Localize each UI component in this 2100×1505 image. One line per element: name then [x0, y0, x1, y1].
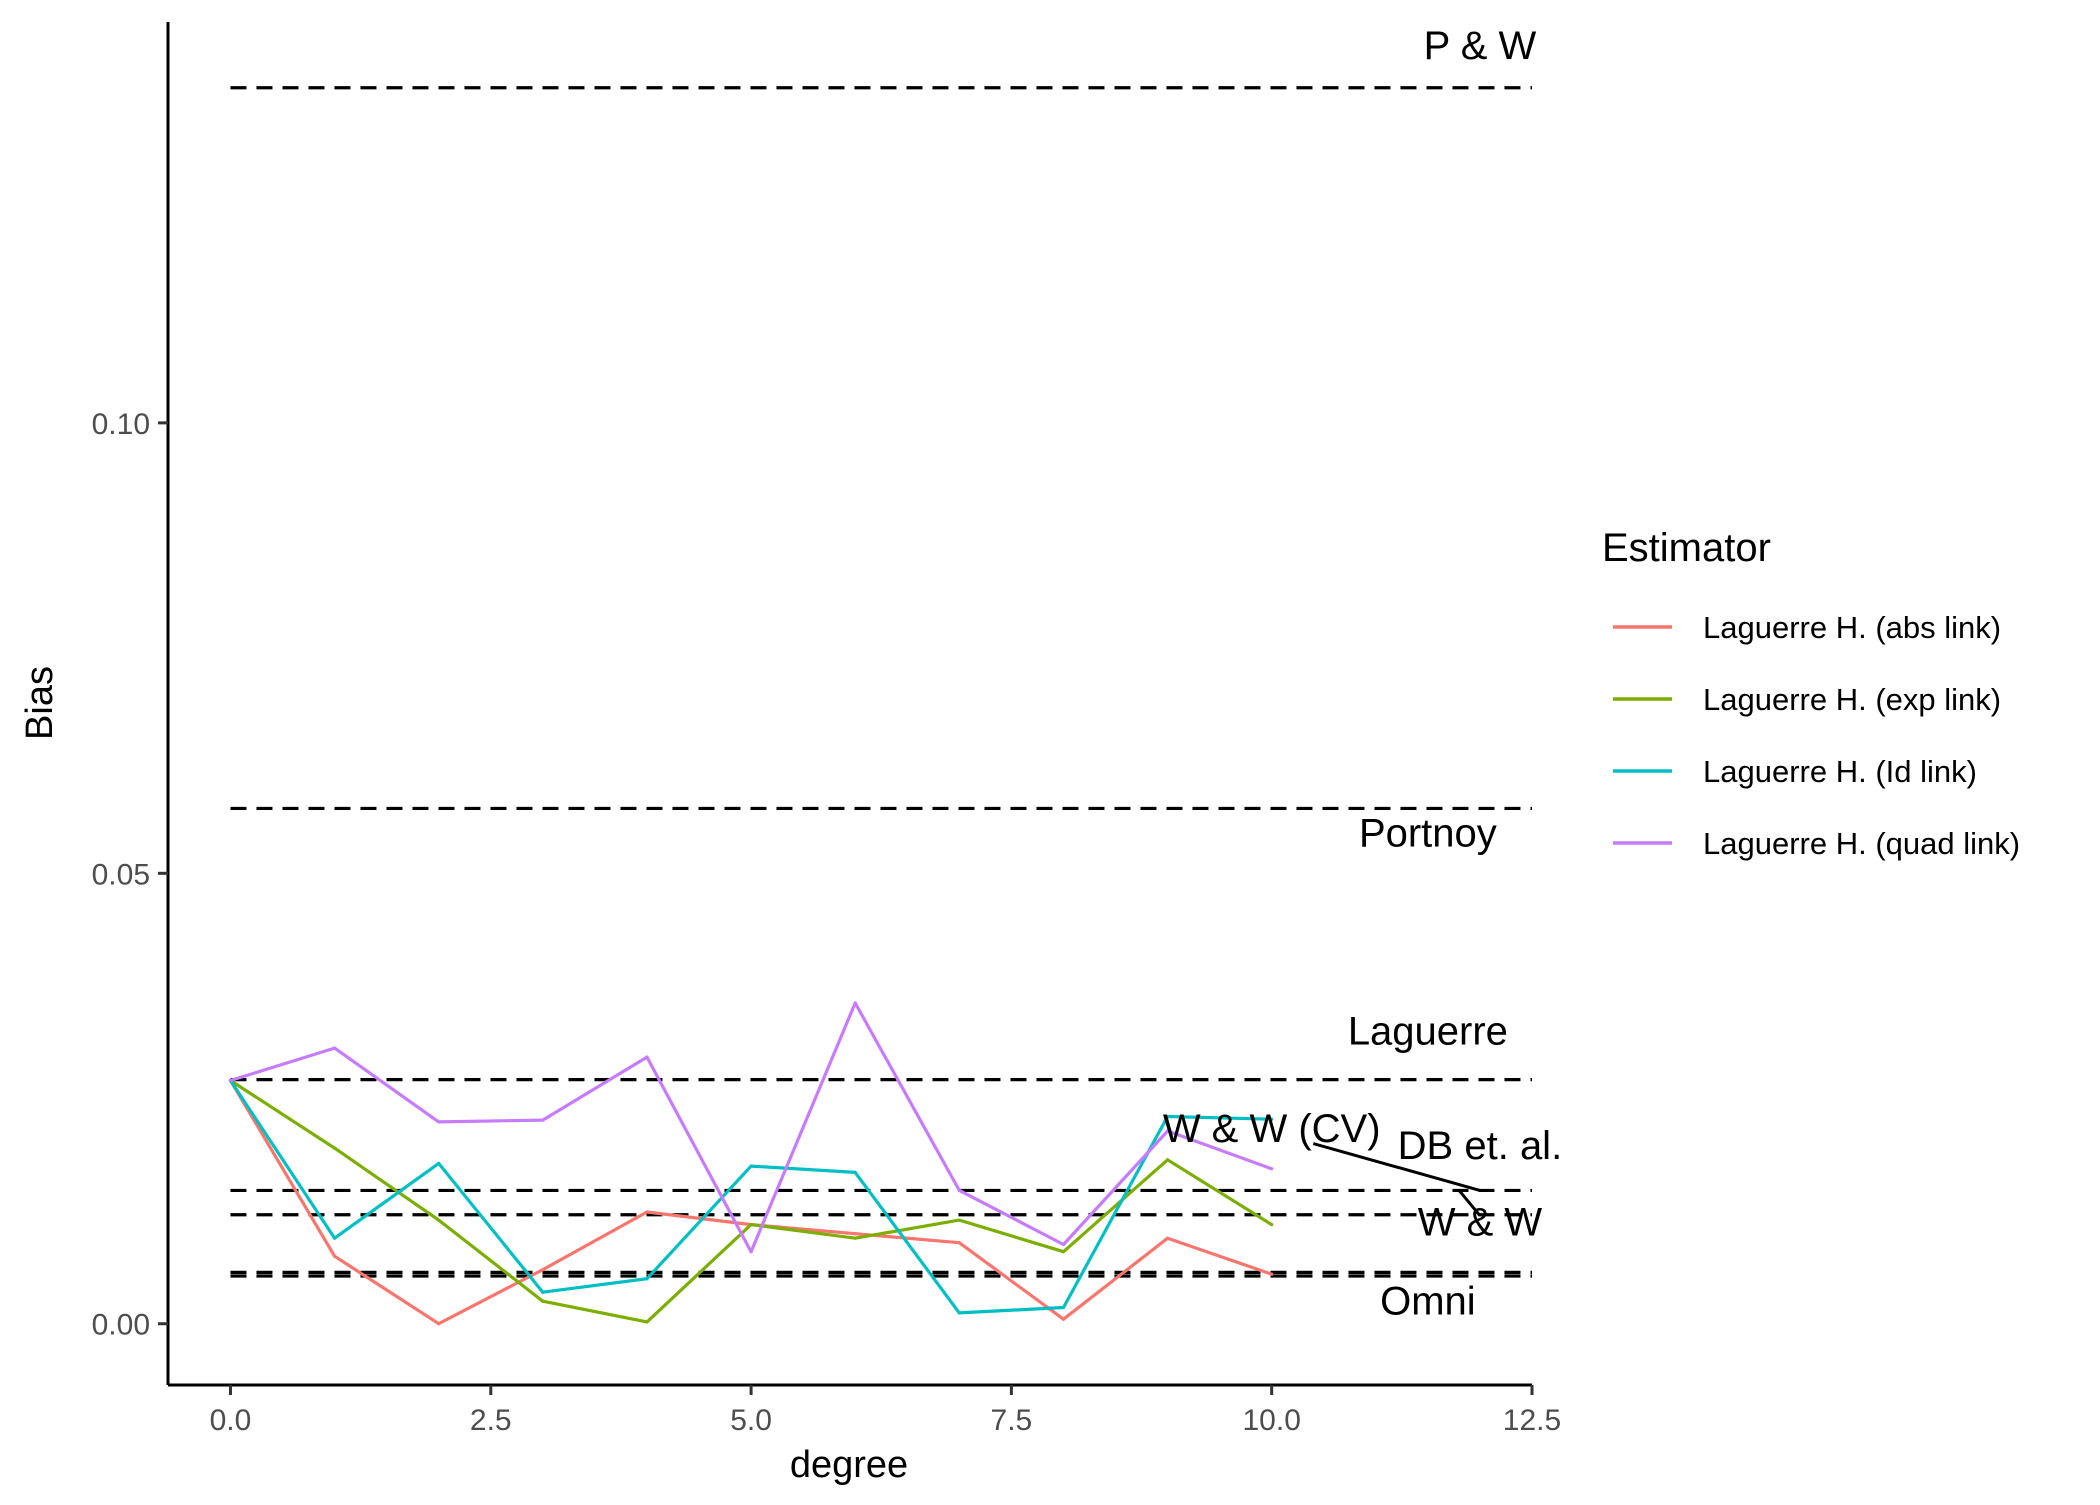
- series-point-laguerre-h-id-link: [853, 1170, 857, 1174]
- series-point-laguerre-h-id-link: [957, 1311, 961, 1315]
- series-point-laguerre-h-exp-link: [853, 1236, 857, 1240]
- label-leaders: [1312, 1142, 1482, 1217]
- y-tick-label: 0.05: [92, 858, 150, 891]
- series-point-laguerre-h-id-link: [437, 1161, 441, 1165]
- series-point-laguerre-h-quad-link: [957, 1188, 961, 1193]
- series-point-laguerre-h-abs-link: [1165, 1236, 1170, 1240]
- y-tick-label: 0.10: [92, 408, 150, 441]
- series-point-laguerre-h-abs-link: [437, 1322, 441, 1326]
- x-axis-ticks: 0.0 2.5 5.0 7.5 10.0 12.5: [210, 1385, 1561, 1437]
- x-axis-title: degree: [790, 1444, 908, 1486]
- reference-label-p-w: P & W: [1424, 24, 1537, 68]
- series-point-laguerre-h-id-link: [1270, 1117, 1274, 1121]
- series-point-laguerre-h-quad-link: [1165, 1129, 1170, 1133]
- x-tick-label: 7.5: [991, 1404, 1033, 1437]
- series-point-laguerre-h-exp-link: [437, 1218, 441, 1222]
- series-point-laguerre-h-abs-link: [853, 1232, 857, 1236]
- series-point-laguerre-h-quad-link: [645, 1055, 649, 1059]
- series-point-laguerre-h-exp-link: [957, 1218, 961, 1222]
- x-tick-label: 0.0: [210, 1404, 252, 1437]
- reference-label-omni: Omni: [1380, 1280, 1476, 1324]
- series-point-laguerre-h-abs-link: [957, 1241, 961, 1245]
- series-point-laguerre-h-exp-link: [1165, 1158, 1170, 1162]
- x-tick-label: 2.5: [470, 1404, 512, 1437]
- legend: Estimator Laguerre H. (abs link)Laguerre…: [1602, 526, 2020, 861]
- series-point-laguerre-h-abs-link: [645, 1210, 649, 1214]
- axes: [166, 22, 1532, 1387]
- x-tick-label: 10.0: [1242, 1404, 1300, 1437]
- series-point-laguerre-h-quad-link: [1061, 1242, 1066, 1247]
- legend-label-laguerre-h-quad-link: Laguerre H. (quad link): [1703, 826, 2020, 861]
- series-point-laguerre-h-abs-link: [1061, 1317, 1066, 1321]
- series-point-laguerre-h-id-link: [1165, 1114, 1170, 1119]
- series-point-laguerre-h-id-link: [332, 1236, 337, 1240]
- series-point-laguerre-h-exp-link: [645, 1320, 649, 1324]
- series-point-laguerre-h-quad-link: [228, 1078, 233, 1083]
- series-point-laguerre-h-id-link: [749, 1164, 753, 1168]
- x-tick-label: 12.5: [1503, 1404, 1561, 1437]
- series-lines: [228, 1001, 1274, 1326]
- series-point-laguerre-h-quad-link: [749, 1250, 753, 1254]
- reference-label-laguerre: Laguerre: [1348, 1009, 1508, 1053]
- series-point-laguerre-h-abs-link: [541, 1268, 545, 1272]
- series-point-laguerre-h-quad-link: [853, 1001, 857, 1005]
- y-axis-ticks: 0.00 0.05 0.10: [92, 408, 168, 1342]
- legend-label-laguerre-h-exp-link: Laguerre H. (exp link): [1703, 682, 2001, 717]
- series-point-laguerre-h-quad-link: [541, 1118, 545, 1122]
- y-tick-label: 0.00: [92, 1309, 150, 1342]
- reference-lines: [230, 86, 1532, 1278]
- reference-label-w-w: W & W: [1418, 1200, 1543, 1244]
- leader-line-w-w: [1457, 1189, 1482, 1217]
- legend-label-laguerre-h-abs-link: Laguerre H. (abs link): [1703, 610, 2001, 645]
- series-point-laguerre-h-abs-link: [1270, 1272, 1274, 1276]
- legend-title: Estimator: [1602, 526, 1771, 570]
- reference-label-db-et-al: DB et. al.: [1398, 1124, 1563, 1168]
- series-point-laguerre-h-id-link: [1061, 1305, 1066, 1310]
- x-tick-label: 5.0: [730, 1404, 772, 1437]
- series-point-laguerre-h-id-link: [541, 1290, 545, 1294]
- series-point-laguerre-h-abs-link: [332, 1254, 337, 1258]
- series-point-laguerre-h-exp-link: [1270, 1223, 1274, 1227]
- legend-items: Laguerre H. (abs link) Laguerre H. (exp l…: [1613, 610, 2020, 861]
- y-axis-title: Bias: [19, 666, 61, 740]
- series-point-laguerre-h-quad-link: [1270, 1167, 1274, 1171]
- series-point-laguerre-h-exp-link: [1061, 1250, 1066, 1254]
- reference-label-w-w-cv: W & W (CV): [1163, 1107, 1381, 1151]
- series-point-laguerre-h-quad-link: [437, 1120, 441, 1124]
- series-point-laguerre-h-quad-link: [332, 1046, 337, 1050]
- series-point-laguerre-h-exp-link: [332, 1146, 337, 1150]
- series-point-laguerre-h-exp-link: [749, 1223, 753, 1227]
- leader-line-w-w-cv: [1312, 1142, 1481, 1192]
- reference-labels: P & W Portnoy Laguerre W & W (CV) DB et. al.…: [1163, 24, 1562, 1324]
- legend-label-laguerre-h-id-link: Laguerre H. (Id link): [1703, 754, 1977, 789]
- reference-label-portnoy: Portnoy: [1359, 811, 1497, 855]
- series-point-laguerre-h-exp-link: [541, 1299, 545, 1303]
- series-point-laguerre-h-id-link: [645, 1277, 649, 1281]
